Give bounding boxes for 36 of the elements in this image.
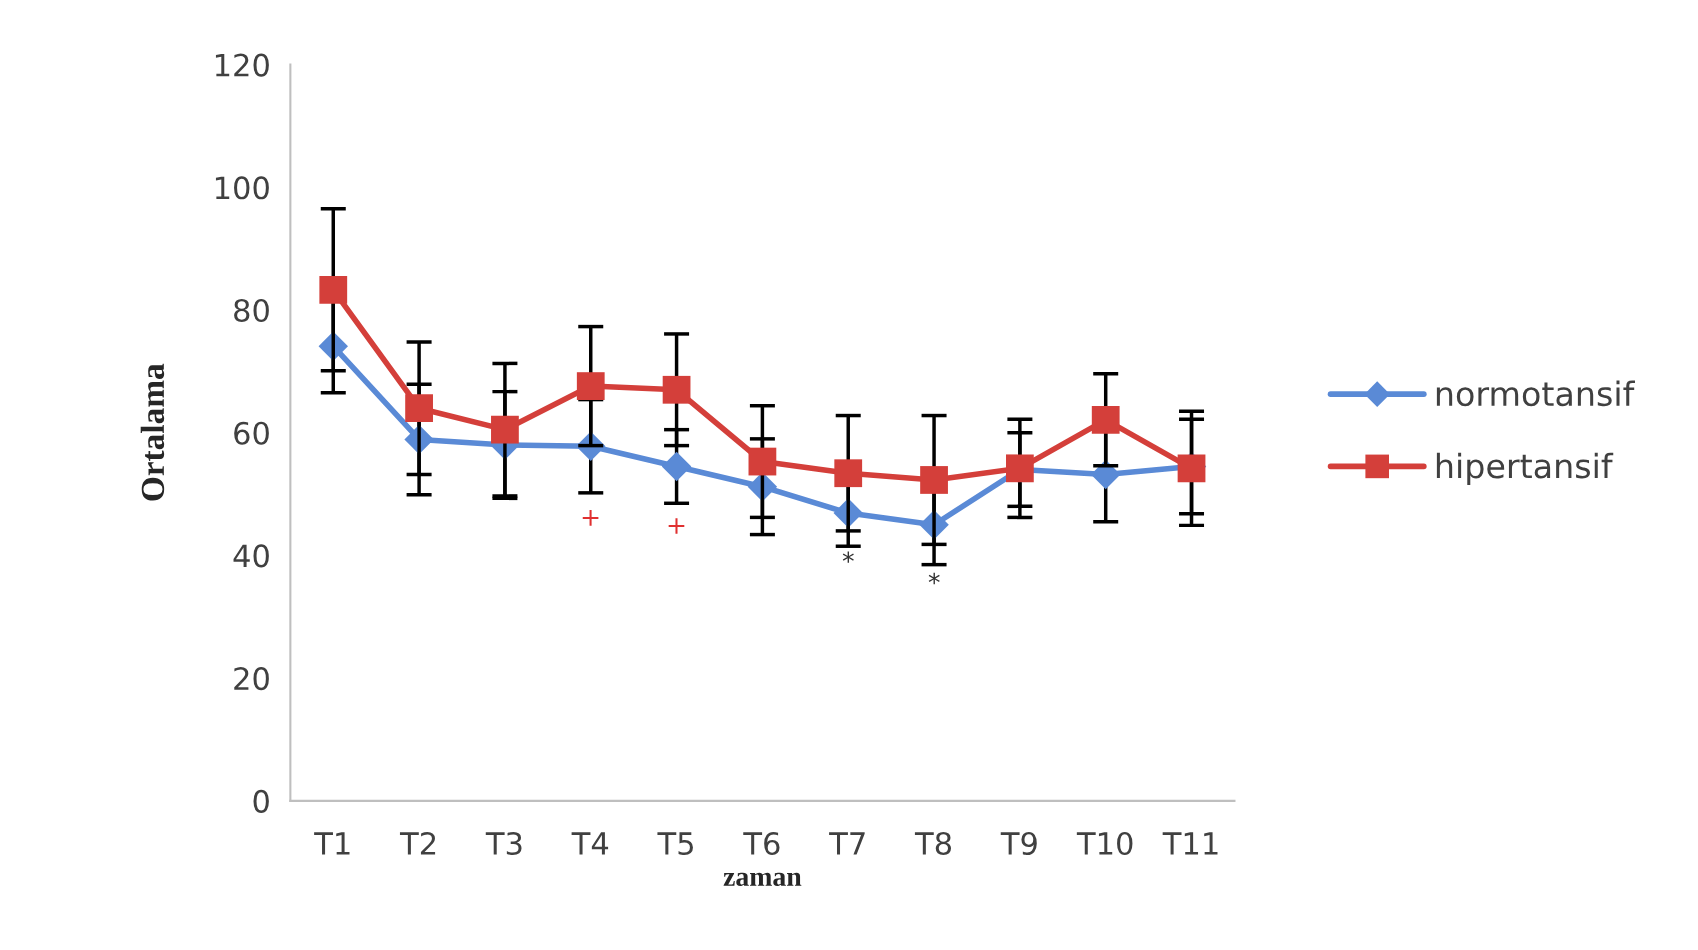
legend-label: normotansif [1436, 380, 1635, 407]
x-tick-label: T4 [571, 832, 609, 855]
y-tick-label: 40 [233, 544, 269, 568]
y-tick-label: 80 [234, 298, 269, 323]
x-tick-label: T11 [1162, 832, 1218, 855]
annotation: * [842, 551, 854, 563]
point [748, 447, 777, 476]
y-tick-label: 20 [234, 667, 269, 691]
point [920, 466, 948, 494]
x-tick-label: T1 [314, 832, 350, 855]
x-tick-label: T10 [1076, 831, 1133, 856]
point [405, 394, 433, 423]
point [661, 451, 692, 482]
point [834, 459, 863, 488]
y-tick-label: 100 [215, 176, 269, 200]
y-tick-label: 60 [234, 421, 269, 445]
point [319, 275, 348, 304]
x-tick-label: T8 [914, 831, 952, 856]
x-tick-label: T5 [657, 832, 693, 856]
x-tick-label: T3 [485, 831, 522, 856]
x-tick-label: T9 [1000, 831, 1037, 856]
y-tick-label: 0 [253, 789, 269, 813]
x-tick-label: T2 [399, 831, 436, 855]
x-tick-label: T7 [829, 832, 865, 855]
y-tick-label: 120 [215, 53, 269, 77]
legend-label: hipertansif [1436, 452, 1614, 485]
annotation: * [928, 572, 940, 585]
annotation: + [668, 518, 685, 534]
point [576, 372, 605, 400]
y-axis-title: Ortalama [140, 363, 165, 501]
x-axis-title: zaman [723, 872, 802, 887]
point [1091, 405, 1120, 434]
x-tick-label: T6 [743, 831, 780, 856]
annotation: + [582, 510, 599, 526]
point [662, 375, 691, 404]
point [491, 415, 519, 444]
